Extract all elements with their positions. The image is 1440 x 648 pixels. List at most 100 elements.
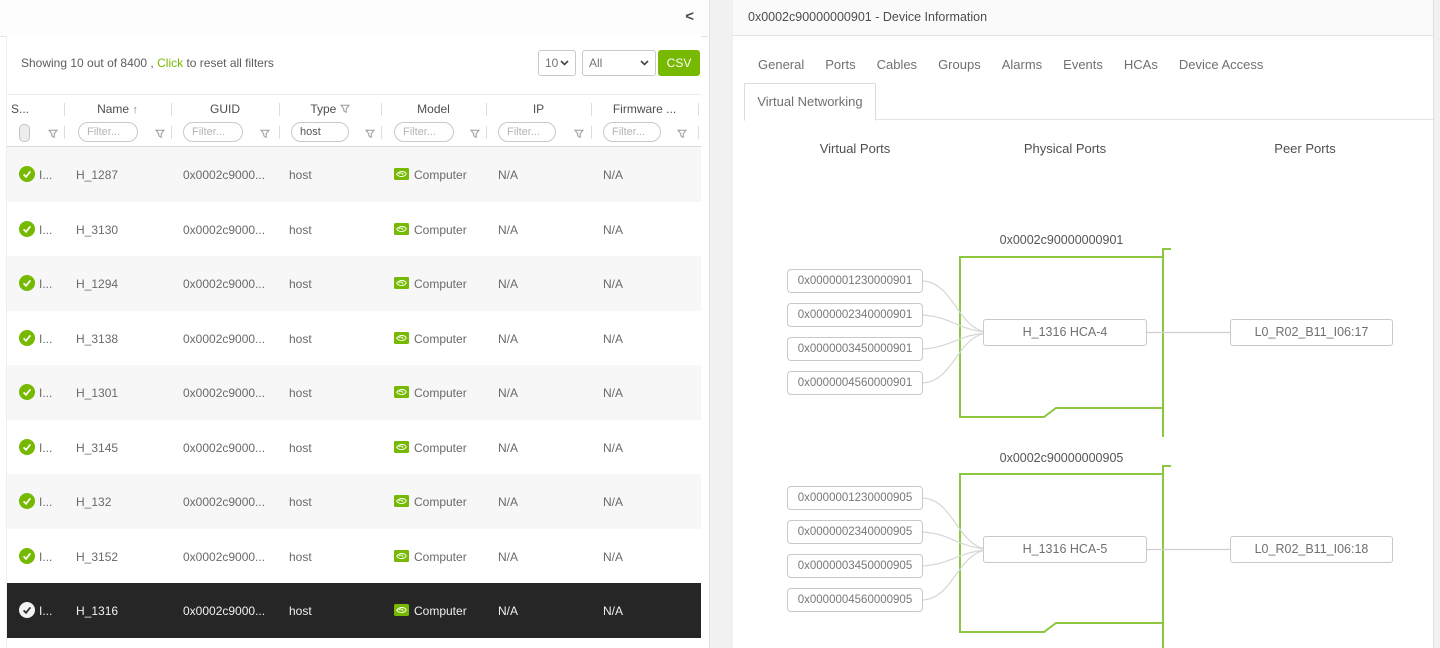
table-row[interactable]: I... H_1294 0x0002c9000... host Computer…: [7, 256, 701, 311]
physical-port-box[interactable]: H_1316 HCA-4: [983, 319, 1147, 346]
model-filter-input[interactable]: [394, 122, 454, 142]
sort-asc-icon: ↑: [132, 104, 138, 116]
column-divider: [279, 103, 280, 116]
filter-funnel-icon[interactable]: [573, 126, 585, 144]
guid-filter-input[interactable]: [183, 122, 243, 142]
tab-hcas[interactable]: HCAs: [1123, 57, 1158, 72]
physical-port-box[interactable]: H_1316 HCA-5: [983, 536, 1147, 563]
tab-virtual-networking[interactable]: Virtual Networking: [744, 83, 876, 121]
row-firmware: N/A: [603, 604, 624, 618]
column-header-status[interactable]: S...: [11, 102, 30, 116]
status-ok-icon: [19, 220, 35, 240]
device-tabs: General Ports Cables Groups Alarms Event…: [758, 57, 1263, 72]
tab-events[interactable]: Events: [1063, 57, 1103, 72]
status-ok-icon: [19, 438, 35, 458]
peer-port-box[interactable]: L0_R02_B11_I06:18: [1230, 536, 1393, 563]
column-header-type[interactable]: Type: [279, 102, 381, 118]
row-name: H_1287: [76, 168, 119, 182]
column-divider: [698, 126, 699, 139]
virtual-port-box[interactable]: 0x0000001230000905: [787, 486, 923, 510]
row-model: Computer: [414, 495, 467, 509]
column-header-guid[interactable]: GUID: [210, 102, 240, 116]
tab-alarms[interactable]: Alarms: [1001, 57, 1043, 72]
row-name: H_3152: [76, 549, 119, 564]
table-row[interactable]: I... H_1287 0x0002c9000... host Computer…: [7, 147, 701, 202]
table-row[interactable]: I... H_3130 0x0002c9000... host Computer…: [7, 201, 701, 257]
tab-ports[interactable]: Ports: [825, 57, 856, 72]
row-status-text: I...: [39, 331, 53, 346]
table-row[interactable]: I... H_1301 0x0002c9000... host Computer…: [7, 365, 701, 420]
host-guid-label: 0x0002c90000000901: [999, 233, 1124, 247]
table-row[interactable]: I... H_3152 0x0002c9000... host Computer…: [7, 528, 701, 584]
column-header-name[interactable]: Name ↑: [97, 102, 138, 116]
page-size-value: 10: [545, 56, 559, 70]
results-summary: Showing 10 out of 8400 , Click to reset …: [21, 56, 274, 70]
csv-export-button[interactable]: CSV: [658, 50, 700, 76]
filter-funnel-icon[interactable]: [676, 126, 688, 144]
filter-funnel-icon[interactable]: [364, 126, 376, 144]
table-row[interactable]: I... H_3138 0x0002c9000... host Computer…: [7, 310, 701, 366]
virtual-port-box[interactable]: 0x0000003450000901: [787, 337, 923, 361]
virtual-port-box[interactable]: 0x0000002340000901: [787, 303, 923, 327]
reset-filters-link[interactable]: Click: [157, 56, 184, 70]
type-filter-input[interactable]: [291, 122, 349, 142]
chevron-down-icon: [640, 60, 649, 66]
virtual-ports-header: Virtual Ports: [819, 141, 891, 156]
row-name: H_1316: [76, 604, 119, 618]
column-divider: [591, 103, 592, 116]
table-row[interactable]: I... H_1316 0x0002c9000... host Computer…: [7, 583, 701, 638]
virtual-port-box[interactable]: 0x0000002340000905: [787, 520, 923, 544]
ip-filter-input[interactable]: [498, 122, 556, 142]
scope-select[interactable]: All: [582, 50, 656, 76]
column-header-firmware[interactable]: Firmware ...: [612, 102, 677, 116]
table-row[interactable]: I... H_3145 0x0002c9000... host Computer…: [7, 419, 701, 475]
row-firmware: N/A: [603, 331, 624, 346]
firmware-filter-input[interactable]: [603, 122, 661, 142]
page-size-select[interactable]: 10: [538, 50, 576, 76]
status-ok-icon: [19, 166, 35, 185]
tab-general[interactable]: General: [758, 57, 805, 72]
row-firmware: N/A: [603, 277, 624, 291]
status-ok-icon: [19, 329, 35, 349]
virtual-port-box[interactable]: 0x0000004560000901: [787, 371, 923, 395]
column-divider: [171, 126, 172, 139]
summary-suffix: to reset all filters: [186, 56, 274, 70]
table-row[interactable]: I... H_132 0x0002c9000... host Computer …: [7, 474, 701, 529]
status-ok-icon: [19, 275, 35, 294]
row-ip: N/A: [498, 277, 519, 291]
row-firmware: N/A: [603, 495, 624, 509]
name-filter-input[interactable]: [78, 122, 138, 142]
column-header-ip[interactable]: IP: [532, 102, 545, 116]
table-body: I... H_1287 0x0002c9000... host Computer…: [7, 147, 701, 648]
column-divider: [381, 126, 382, 139]
row-model: Computer: [414, 331, 467, 346]
peer-ports-header: Peer Ports: [1274, 141, 1336, 156]
chevron-down-icon: [560, 60, 569, 66]
row-model: Computer: [414, 440, 467, 455]
row-firmware: N/A: [603, 549, 624, 564]
row-status-text: I...: [39, 495, 53, 509]
row-firmware: N/A: [603, 440, 624, 455]
filter-funnel-icon[interactable]: [154, 126, 166, 144]
virtual-port-box[interactable]: 0x0000001230000901: [787, 269, 923, 293]
column-header-model[interactable]: Model: [417, 102, 450, 116]
virtual-port-box[interactable]: 0x0000004560000905: [787, 588, 923, 612]
filter-funnel-icon[interactable]: [469, 126, 481, 144]
row-firmware: N/A: [603, 168, 624, 182]
peer-port-box[interactable]: L0_R02_B11_I06:17: [1230, 319, 1393, 346]
filter-funnel-icon[interactable]: [259, 126, 271, 144]
tab-device-access[interactable]: Device Access: [1178, 57, 1264, 72]
tab-cables[interactable]: Cables: [876, 57, 918, 72]
row-type: host: [289, 495, 312, 509]
row-type: host: [289, 604, 312, 618]
row-firmware: N/A: [603, 386, 624, 400]
virtual-port-box[interactable]: 0x0000003450000905: [787, 554, 923, 578]
row-name: H_3145: [76, 440, 119, 455]
collapse-panel-icon[interactable]: <: [685, 8, 694, 25]
row-ip: N/A: [498, 549, 519, 564]
tab-groups[interactable]: Groups: [938, 57, 981, 72]
status-filter-pill[interactable]: [19, 124, 30, 142]
row-ip: N/A: [498, 386, 519, 400]
nvidia-logo-icon: [394, 222, 409, 238]
filter-funnel-icon[interactable]: [47, 126, 59, 144]
